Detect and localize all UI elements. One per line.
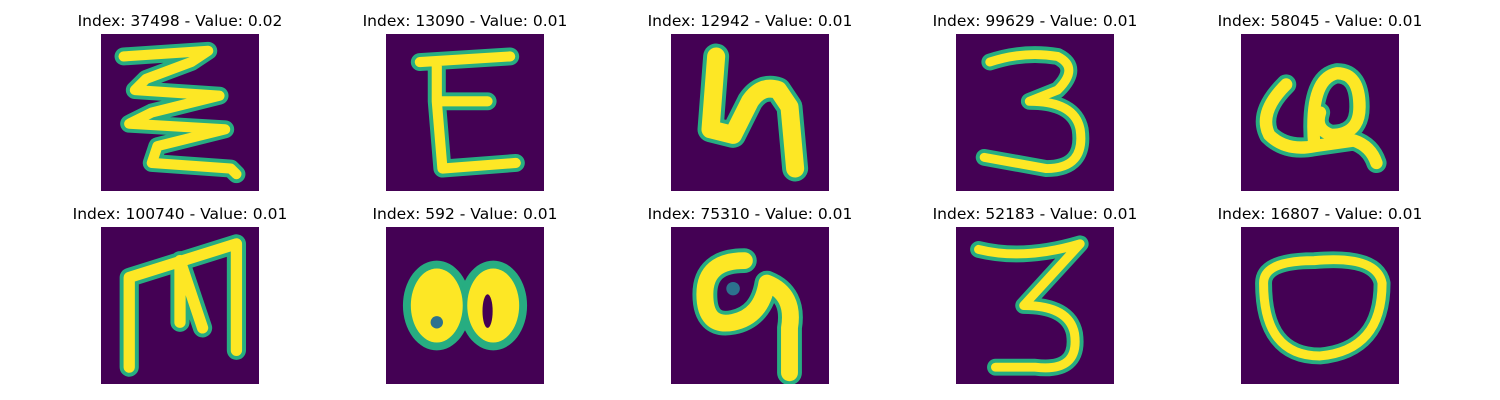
four-like-icon [671, 34, 829, 191]
three-digit-icon [956, 227, 1114, 384]
image-panel: Index: 75310 - Value: 0.01 [605, 193, 895, 384]
panel-title: Index: 37498 - Value: 0.02 [77, 12, 283, 30]
panel-title: Index: 12942 - Value: 0.01 [647, 12, 853, 30]
double-o-icon [386, 227, 544, 384]
panel-title: Index: 100740 - Value: 0.01 [72, 205, 288, 223]
image-panel: Index: 52183 - Value: 0.01 [890, 193, 1180, 384]
nine-like-icon [671, 227, 829, 384]
image-panel: Index: 58045 - Value: 0.01 [1175, 0, 1465, 191]
image-panel: Index: 16807 - Value: 0.01 [1175, 193, 1465, 384]
panel-title: Index: 16807 - Value: 0.01 [1217, 205, 1423, 223]
panel-title: Index: 75310 - Value: 0.01 [647, 205, 853, 223]
panel-title: Index: 52183 - Value: 0.01 [932, 205, 1138, 223]
oval-icon [1241, 227, 1399, 384]
panel-title: Index: 13090 - Value: 0.01 [362, 12, 568, 30]
image-panel: Index: 12942 - Value: 0.01 [605, 0, 895, 191]
zigzag-icon [101, 34, 259, 191]
image-panel: Index: 100740 - Value: 0.01 [35, 193, 325, 384]
image-panel: Index: 37498 - Value: 0.02 [35, 0, 325, 191]
image-panel: Index: 99629 - Value: 0.01 [890, 0, 1180, 191]
panel-title: Index: 58045 - Value: 0.01 [1217, 12, 1423, 30]
panel-title: Index: 99629 - Value: 0.01 [932, 12, 1138, 30]
e-letter-icon [386, 34, 544, 191]
m-letter-icon [101, 227, 259, 384]
image-panel: Index: 592 - Value: 0.01 [320, 193, 610, 384]
image-panel: Index: 13090 - Value: 0.01 [320, 0, 610, 191]
panel-title: Index: 592 - Value: 0.01 [372, 205, 558, 223]
loop-glyph-icon [1241, 34, 1399, 191]
three-digit-icon [956, 34, 1114, 191]
